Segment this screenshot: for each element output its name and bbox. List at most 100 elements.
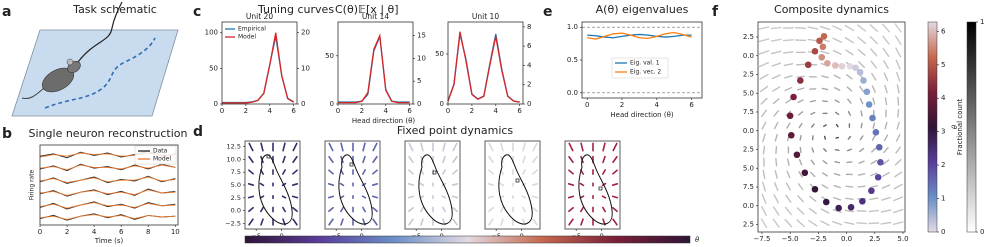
field-arrow bbox=[795, 63, 806, 66]
field-arrow bbox=[372, 218, 378, 226]
field-arrow bbox=[772, 206, 780, 216]
field-arrow bbox=[531, 195, 539, 199]
state-point bbox=[801, 169, 809, 177]
field-arrow bbox=[774, 133, 778, 142]
field-arrow bbox=[612, 142, 618, 152]
field-arrow bbox=[893, 196, 904, 202]
field-arrow bbox=[408, 169, 414, 175]
state-point bbox=[816, 37, 823, 45]
x-axis-label: Time (s) bbox=[94, 237, 124, 245]
field-arrow bbox=[488, 218, 494, 226]
field-arrow bbox=[407, 183, 415, 186]
legend-label: Data bbox=[153, 148, 168, 155]
state-point bbox=[811, 47, 819, 55]
field-arrow bbox=[893, 183, 903, 190]
field-arrow bbox=[782, 39, 794, 42]
field-arrow bbox=[760, 97, 768, 105]
field-arrow bbox=[773, 110, 780, 117]
field-arrow bbox=[832, 37, 843, 43]
field-arrow bbox=[761, 206, 767, 216]
field-arrow bbox=[819, 25, 831, 31]
field-arrow bbox=[761, 121, 767, 130]
y2-tick-label: 20 bbox=[301, 29, 310, 37]
field-arrow bbox=[441, 195, 447, 199]
field-arrow bbox=[834, 87, 841, 91]
field-arrow bbox=[532, 206, 538, 213]
field-arrow bbox=[579, 195, 585, 199]
panel-label: d bbox=[193, 124, 203, 140]
field-arrow bbox=[762, 181, 766, 192]
field-arrow bbox=[758, 38, 770, 43]
field-arrow bbox=[580, 142, 584, 152]
field-arrow bbox=[845, 49, 854, 56]
count-colorbar-label: Fractional count bbox=[956, 99, 964, 155]
state-point bbox=[797, 77, 804, 84]
field-arrow bbox=[846, 74, 853, 80]
field-arrow bbox=[362, 169, 366, 175]
field-arrow bbox=[601, 195, 607, 199]
field-arrow bbox=[860, 122, 863, 129]
field-arrow bbox=[785, 194, 792, 203]
state-point bbox=[875, 143, 883, 151]
field-arrow bbox=[452, 142, 458, 152]
chart-title: Single neuron reconstruction bbox=[29, 127, 188, 140]
field-arrow bbox=[442, 169, 446, 175]
field-arrow bbox=[758, 26, 770, 30]
field-arrow bbox=[872, 97, 876, 105]
field-arrow bbox=[568, 206, 574, 213]
field-arrow bbox=[869, 184, 879, 189]
y-tick-label: 50 bbox=[435, 50, 444, 58]
y-tick-label: 2.5 bbox=[743, 146, 754, 154]
state-point bbox=[822, 198, 830, 206]
x-tick-label: 0 bbox=[38, 228, 42, 236]
field-arrow bbox=[884, 84, 888, 94]
field-arrow bbox=[871, 147, 877, 153]
y-tick-label: 0.0 bbox=[231, 207, 241, 215]
fixed-point bbox=[598, 186, 603, 191]
state-point bbox=[820, 32, 828, 40]
x-axis-label: Head direction (θ) bbox=[352, 117, 415, 125]
y2-tick-label: 1 bbox=[941, 195, 945, 203]
field-arrow bbox=[260, 142, 264, 152]
field-arrow bbox=[282, 169, 286, 175]
y-tick-label: 0 bbox=[214, 100, 218, 108]
x-tick-label: 2 bbox=[65, 228, 69, 236]
colorbar bbox=[244, 235, 691, 244]
arena bbox=[11, 29, 179, 117]
field-arrow bbox=[259, 195, 265, 199]
y2-tick-label: 1 bbox=[980, 18, 984, 26]
y-tick-label: 2.5 bbox=[743, 33, 754, 41]
panel-label: c bbox=[193, 4, 201, 20]
field-arrow bbox=[340, 142, 344, 152]
plot-frame bbox=[447, 21, 524, 105]
y-tick-label: 5.0 bbox=[743, 164, 754, 172]
field-arrow bbox=[499, 182, 505, 187]
field-arrow bbox=[770, 26, 782, 30]
field-arrow bbox=[775, 157, 778, 167]
state-point bbox=[860, 77, 867, 84]
field-arrow bbox=[797, 195, 804, 203]
field-arrow bbox=[772, 98, 780, 105]
field-arrow bbox=[773, 194, 779, 204]
field-arrow bbox=[568, 169, 574, 175]
field-arrow bbox=[259, 182, 265, 187]
field-arrow bbox=[292, 206, 298, 213]
field-arrow bbox=[248, 169, 254, 175]
field-arrow bbox=[798, 171, 803, 178]
field-arrow bbox=[858, 160, 865, 164]
field-arrow bbox=[833, 184, 841, 189]
colorbar-label: θ bbox=[951, 124, 959, 129]
field-arrow bbox=[442, 155, 446, 164]
field-arrow bbox=[532, 218, 538, 226]
field-arrow bbox=[894, 171, 903, 178]
field-arrow bbox=[611, 195, 619, 199]
fixed-point bbox=[266, 154, 271, 159]
field-arrow bbox=[811, 147, 815, 153]
field-arrow bbox=[809, 100, 816, 103]
y2-tick-label: 10 bbox=[417, 54, 426, 62]
state-point bbox=[804, 61, 812, 69]
y2-tick-label: 2 bbox=[527, 81, 531, 89]
x-tick-label: 6 bbox=[291, 107, 296, 115]
field-arrow bbox=[857, 24, 867, 32]
